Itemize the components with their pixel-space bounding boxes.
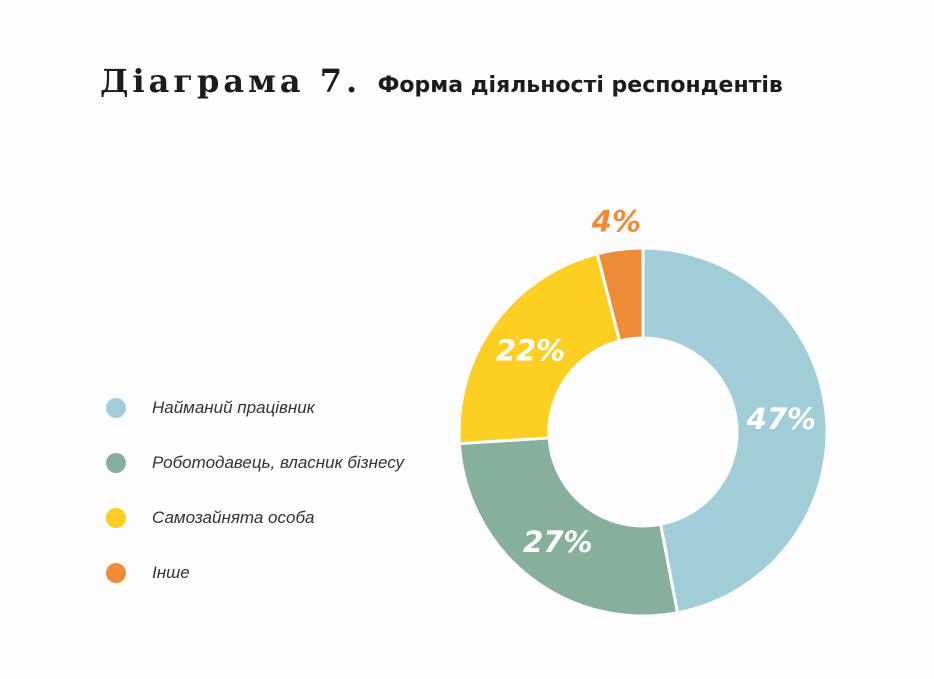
slice-other xyxy=(595,246,645,343)
data-label-employer: 27% xyxy=(523,525,592,559)
slice-employee xyxy=(641,246,829,615)
slice-employer xyxy=(457,436,680,618)
legend-label-employee: Найманий працівник xyxy=(152,397,315,417)
legend-dot-employer xyxy=(106,452,126,473)
chart-subtitle: Форма діяльності респондентів xyxy=(377,73,783,98)
slice-self-employed xyxy=(457,251,622,446)
data-label-employee: 47% xyxy=(746,402,816,436)
data-label-other: 4% xyxy=(591,205,641,239)
legend: Найманий працівник Роботодавець, власник… xyxy=(106,380,404,600)
data-label-self-employed: 22% xyxy=(496,333,565,367)
legend-dot-self-employed xyxy=(106,507,126,528)
legend-label-self-employed: Самозайнята особа xyxy=(152,507,315,527)
legend-item-employer: Роботодавець, власник бізнесу xyxy=(106,435,404,490)
legend-label-other: Інше xyxy=(152,562,190,582)
legend-label-employer: Роботодавець, власник бізнесу xyxy=(152,452,405,472)
legend-dot-other xyxy=(106,562,126,583)
legend-item-self-employed: Самозайнята особа xyxy=(106,490,404,545)
legend-dot-employee xyxy=(106,397,126,418)
legend-item-employee: Найманий працівник xyxy=(106,380,404,435)
chart-number: Діаграма 7. xyxy=(100,62,362,100)
chart-title: Діаграма 7. Форма діяльності респонденті… xyxy=(100,62,783,100)
legend-item-other: Інше xyxy=(106,545,404,600)
